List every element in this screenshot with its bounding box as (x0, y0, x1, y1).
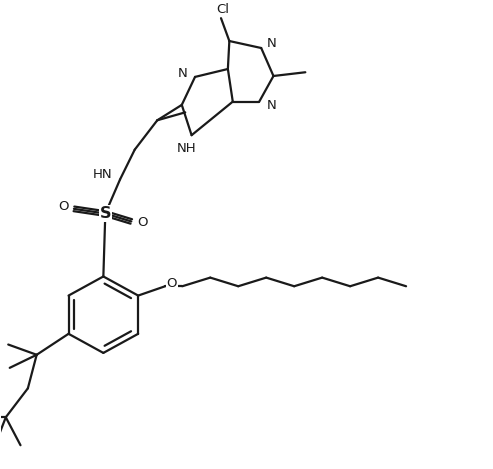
Text: N: N (267, 37, 277, 50)
Text: O: O (137, 216, 147, 229)
Text: HN: HN (93, 168, 113, 182)
Text: O: O (167, 278, 177, 290)
Text: N: N (267, 99, 277, 112)
Text: NH: NH (177, 142, 197, 155)
Text: Cl: Cl (216, 3, 229, 16)
Text: S: S (100, 206, 111, 221)
Text: O: O (58, 200, 69, 213)
Text: N: N (178, 67, 188, 80)
